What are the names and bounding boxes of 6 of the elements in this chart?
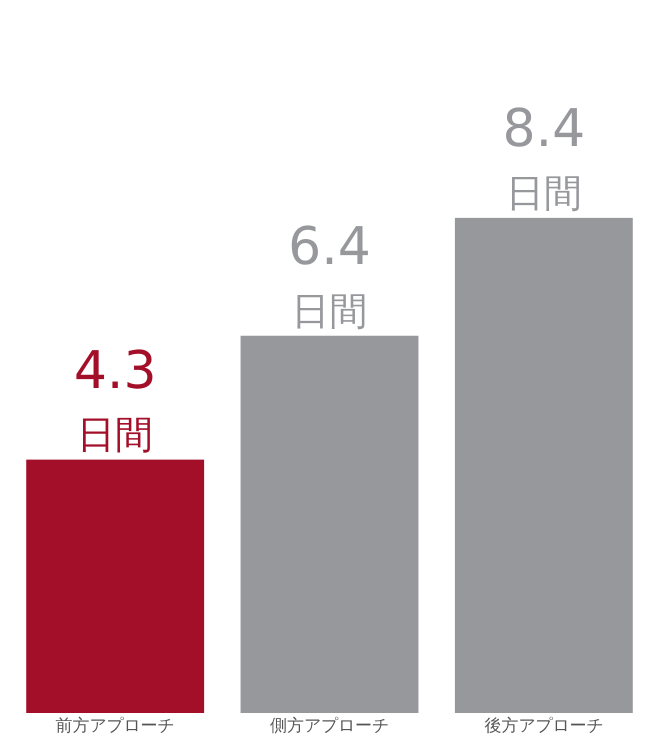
x-tick-label: 前方アプローチ [56,716,175,736]
data-label: 6.4 日間 [288,217,371,333]
data-label: 8.4 日間 [502,99,586,215]
data-label: 4.3 日間 [74,340,157,457]
x-tick-label: 後方アプローチ [484,716,604,736]
x-tick-label: 側方アプローチ [270,716,389,736]
